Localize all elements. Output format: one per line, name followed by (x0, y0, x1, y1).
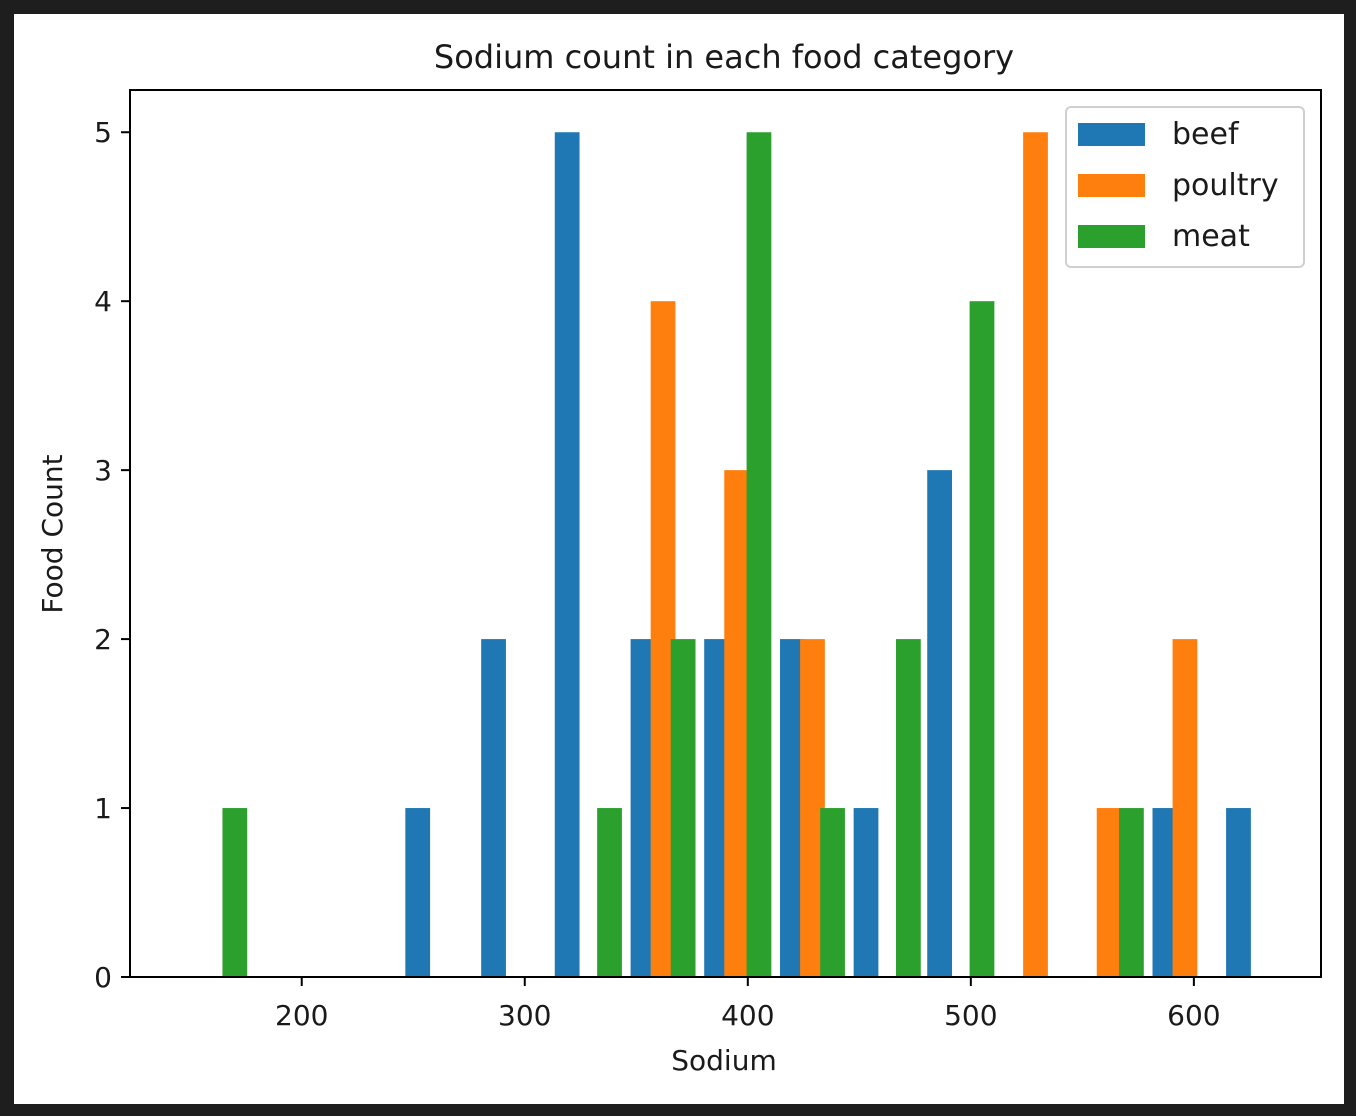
y-tick-label: 3 (94, 454, 112, 487)
legend-label-meat: meat (1172, 219, 1250, 254)
x-tick-label: 400 (721, 999, 774, 1032)
x-tick-label: 200 (275, 999, 328, 1032)
bar-meat-6 (969, 301, 995, 977)
bar-poultry-4 (1096, 808, 1122, 977)
bar-beef-9 (1226, 808, 1251, 977)
bar-meat-1 (597, 808, 622, 977)
chart-title: Sodium count in each food category (434, 38, 1014, 76)
axes-layer: 200 300 400 500 600 0 1 2 3 4 5 (94, 89, 1322, 1032)
bar-poultry-3 (1023, 132, 1048, 978)
bar-beef-6 (853, 808, 879, 977)
bar-poultry-5 (1172, 639, 1198, 977)
bar-beef-0 (405, 808, 431, 977)
legend: beef poultry meat (1065, 106, 1305, 268)
y-tick-label: 4 (94, 285, 112, 318)
y-tick-label: 5 (94, 116, 112, 149)
legend-swatch-meat (1078, 225, 1145, 248)
bar-meat-7 (1119, 808, 1144, 977)
bar-meat-5 (896, 639, 921, 977)
plot-frame (129, 89, 1322, 978)
legend-label-beef: beef (1172, 117, 1240, 152)
y-tick-label: 0 (94, 961, 112, 994)
bar-poultry-1 (724, 470, 750, 977)
bar-beef-2 (554, 132, 580, 978)
y-tick-label: 2 (94, 623, 112, 656)
x-tick-label: 300 (498, 999, 551, 1032)
y-axis-label: Food Count (36, 454, 69, 613)
x-tick-label: 600 (1167, 999, 1220, 1032)
bar-meat-3 (746, 132, 772, 978)
bar-beef-1 (481, 639, 506, 977)
bar-meat-4 (820, 808, 845, 977)
bar-meat-2 (670, 639, 696, 977)
legend-swatch-poultry (1078, 174, 1145, 197)
bar-beef-7 (927, 470, 952, 977)
y-tick-label: 1 (94, 792, 112, 825)
bars-layer (222, 132, 1251, 978)
bar-meat-0 (222, 808, 248, 977)
x-tick-label: 500 (944, 999, 997, 1032)
legend-swatch-beef (1078, 123, 1145, 146)
x-axis-label: Sodium (671, 1044, 776, 1077)
legend-label-poultry: poultry (1172, 168, 1279, 203)
